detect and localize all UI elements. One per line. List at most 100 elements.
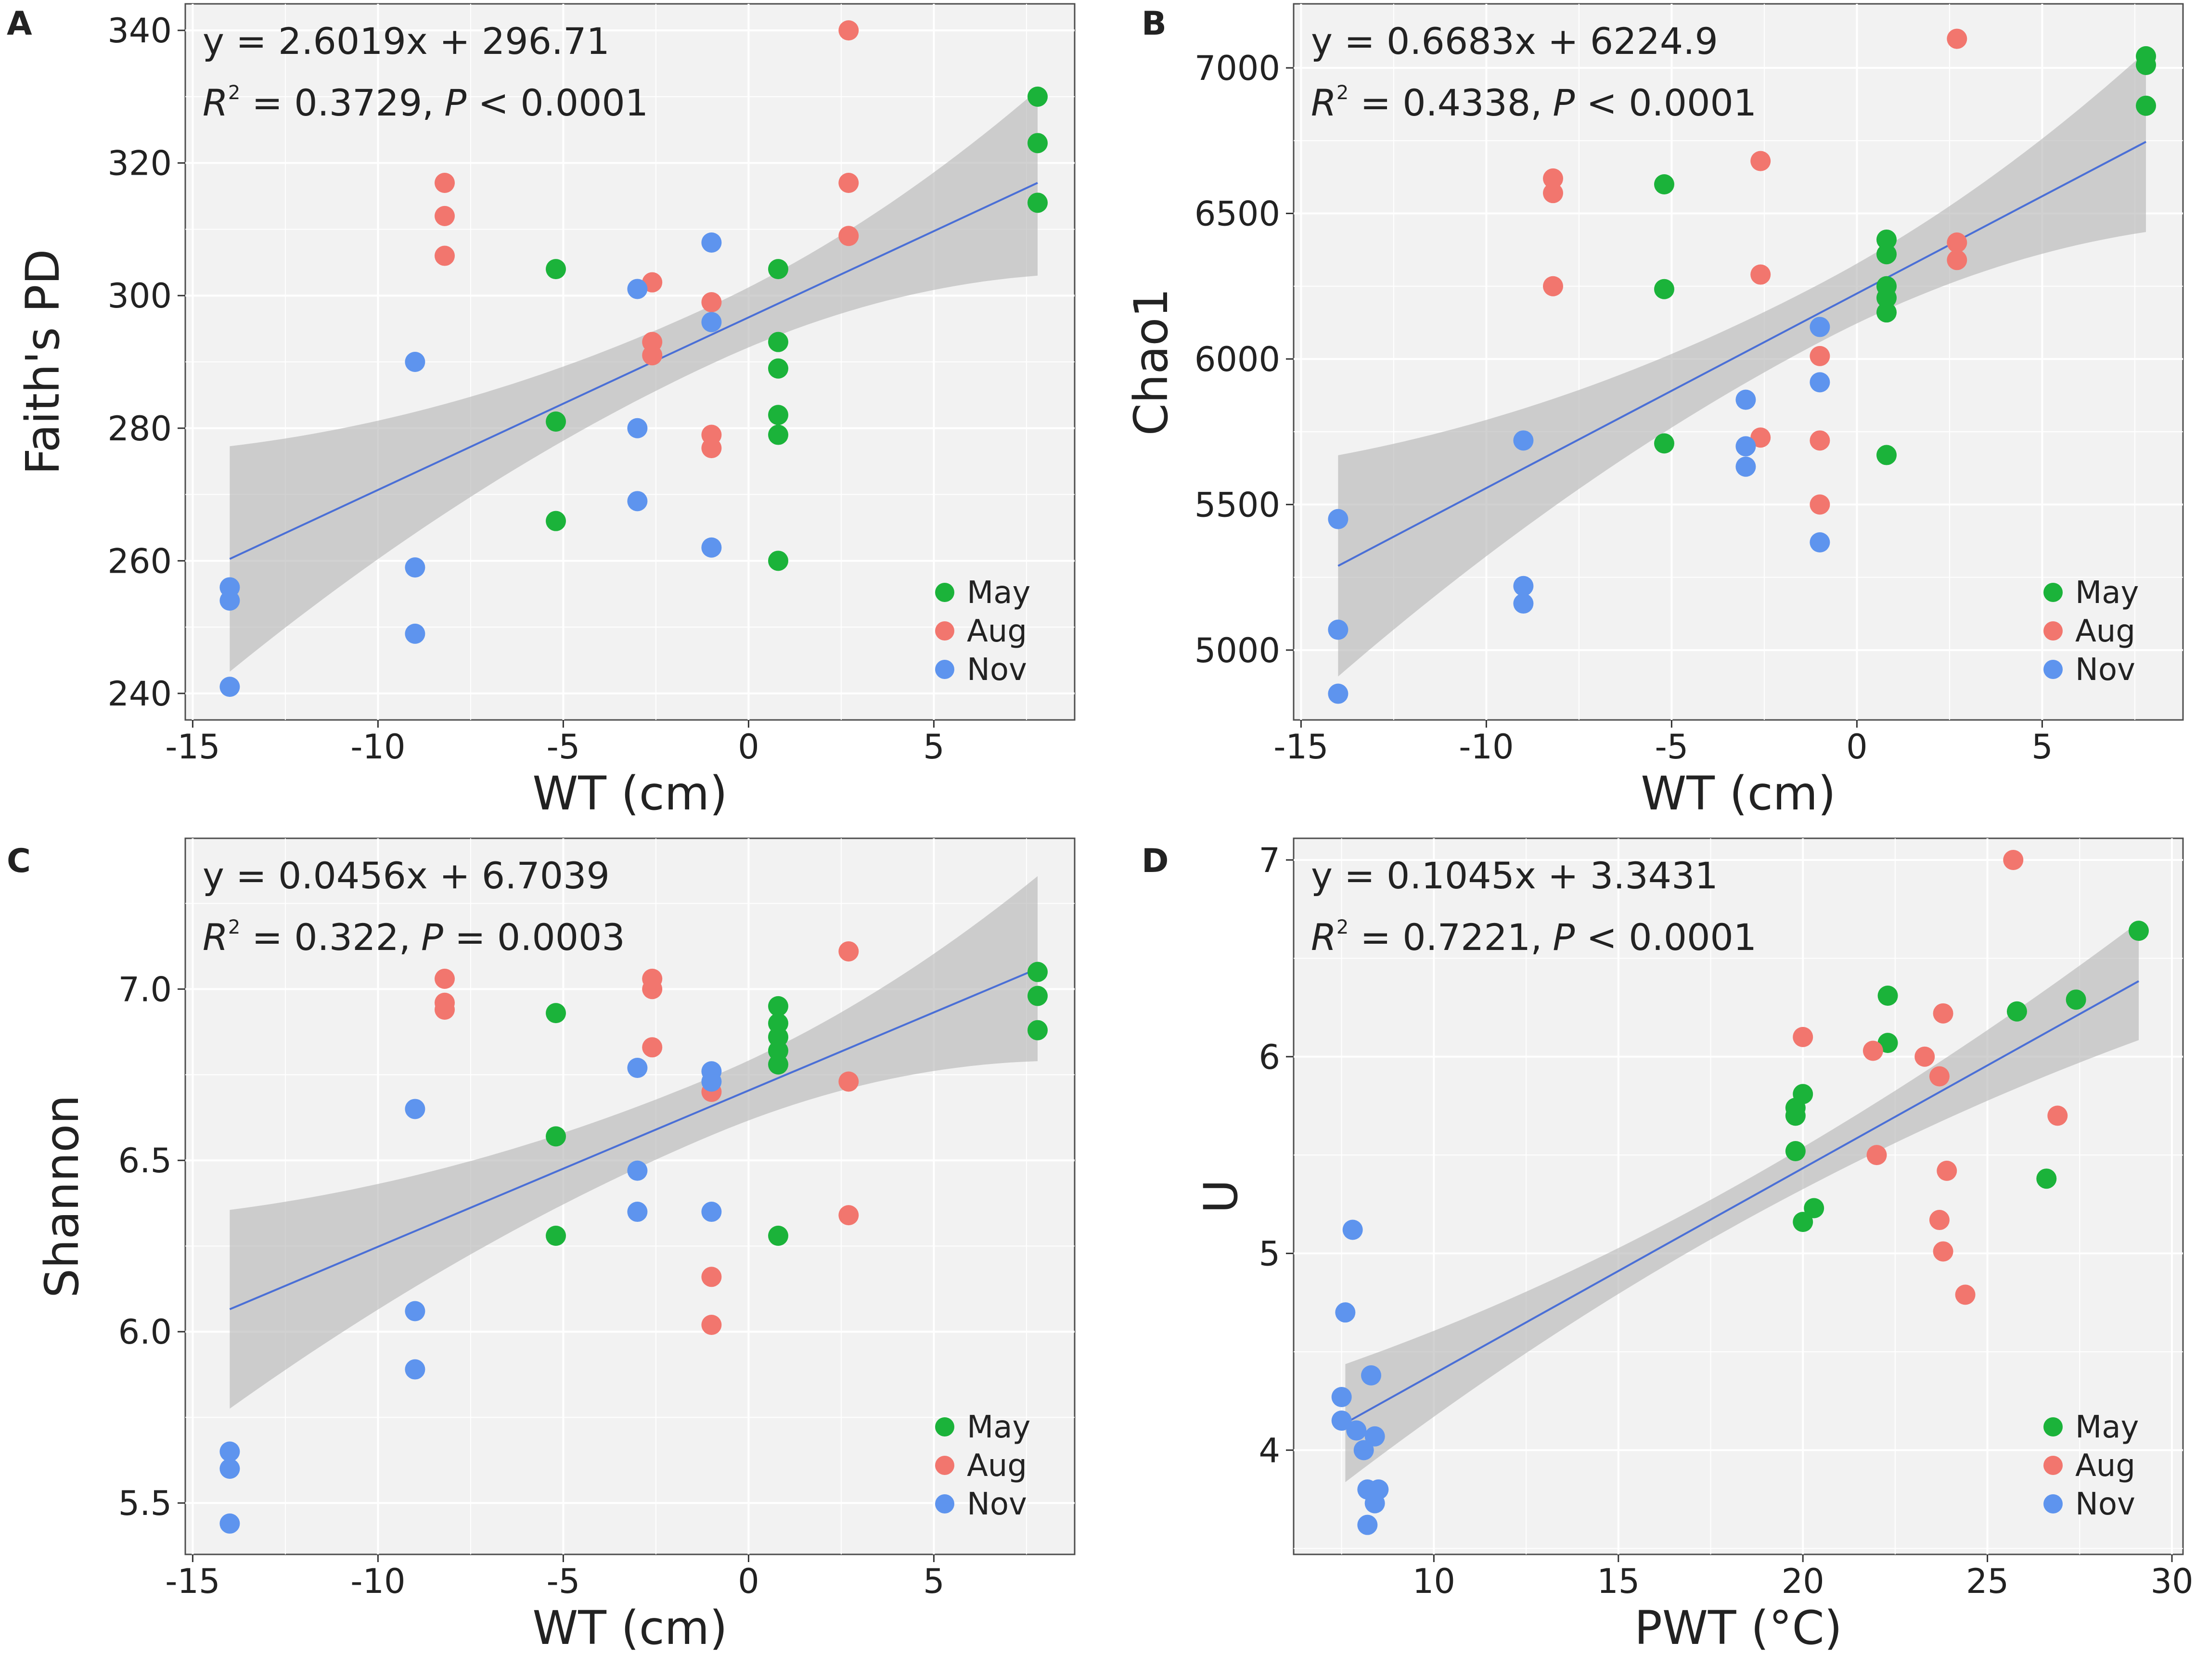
legend-swatch-may [2043, 583, 2063, 602]
y-tick-label: 5 [1259, 1234, 1280, 1274]
x-axis-title: WT (cm) [532, 767, 727, 821]
data-point [1810, 532, 1830, 553]
panel-letter: B [1142, 5, 1167, 43]
data-point [1876, 229, 1897, 250]
data-point [219, 590, 240, 611]
data-point [1877, 1033, 1898, 1053]
data-point [1654, 433, 1674, 454]
data-point [1357, 1514, 1378, 1535]
legend-label-aug: Aug [967, 1448, 1027, 1484]
data-point [435, 999, 455, 1020]
legend-swatch-may [935, 583, 954, 602]
data-point [1793, 1084, 1813, 1104]
data-point [1543, 168, 1563, 189]
data-point [627, 1058, 648, 1078]
series-may [546, 962, 1048, 1246]
legend-label-nov: Nov [2075, 1487, 2135, 1522]
x-tick-label: -15 [1273, 727, 1328, 767]
data-point [1513, 593, 1534, 614]
y-tick-label: 6.5 [118, 1141, 172, 1180]
data-point [219, 1441, 240, 1462]
x-axis-title: WT (cm) [1641, 767, 1836, 821]
data-point [1793, 1212, 1813, 1232]
regression-stats: R2 = 0.7221, P < 0.0001 [1311, 916, 1757, 959]
data-point [701, 1267, 722, 1287]
data-point [1933, 1003, 1953, 1024]
data-point [1810, 317, 1830, 337]
confidence-band [230, 876, 1038, 1409]
data-point [627, 279, 648, 299]
regression-stats: R2 = 0.322, P = 0.0003 [203, 916, 625, 959]
data-point [546, 511, 566, 531]
data-point [546, 1225, 566, 1246]
y-tick-label: 7000 [1194, 49, 1280, 88]
data-point [1027, 86, 1048, 107]
data-point [838, 20, 859, 41]
data-point [435, 245, 455, 266]
data-point [1328, 509, 1348, 529]
r-squared-superscript: 2 [228, 916, 240, 938]
r-squared-superscript: 2 [1336, 82, 1348, 104]
x-tick-label: 20 [1782, 1562, 1824, 1601]
x-tick-label: 0 [1846, 727, 1868, 767]
data-point [701, 537, 722, 558]
data-point [701, 232, 722, 253]
p-value: < 0.0001 [1575, 81, 1757, 124]
data-point [435, 968, 455, 989]
data-point [405, 1099, 425, 1119]
regression-line [1345, 980, 2139, 1424]
series-nov [1331, 1219, 1389, 1535]
data-point [768, 1054, 788, 1075]
data-point [1364, 1426, 1385, 1447]
legend-label-may: May [967, 1410, 1030, 1445]
data-point [1027, 986, 1048, 1006]
data-point [1364, 1493, 1385, 1513]
x-tick-label: 10 [1413, 1562, 1455, 1601]
data-point [1914, 1046, 1935, 1067]
legend-swatch-aug [935, 621, 954, 641]
series-nov [1328, 317, 1830, 704]
r-squared-superscript: 2 [228, 82, 240, 104]
panel-b: B -15 -10 -5 0 5 5000 5500 6000 6500 7000 WT (cm) Ch… [1124, 3, 2184, 821]
p-symbol: P [444, 81, 466, 124]
data-point [1810, 430, 1830, 451]
data-point [546, 1126, 566, 1147]
data-point [768, 259, 788, 280]
data-point [1027, 1020, 1048, 1040]
regression-stats: R2 = 0.3729, P < 0.0001 [203, 81, 648, 124]
data-point [546, 1003, 566, 1024]
legend-swatch-nov [935, 1494, 954, 1513]
regression-line [1337, 141, 2146, 567]
data-point [701, 1202, 722, 1222]
legend-label-nov: Nov [967, 1487, 1027, 1522]
data-point [1361, 1365, 1382, 1385]
legend-swatch-may [2043, 1417, 2063, 1436]
x-tick-label: 0 [738, 1562, 759, 1601]
r-squared-value: = 0.322, [240, 916, 411, 959]
legend-swatch-aug [2043, 621, 2063, 641]
legend-swatch-may [935, 1417, 954, 1436]
y-axis-title: Faith's PD [16, 249, 70, 475]
x-tick-label: -5 [547, 727, 580, 767]
r-squared-symbol: R [1311, 916, 1336, 959]
data-point [1543, 276, 1563, 296]
data-point [768, 551, 788, 571]
data-point [701, 292, 722, 312]
r-squared-superscript: 2 [1336, 916, 1348, 938]
series-may [1654, 46, 2156, 465]
data-point [768, 405, 788, 425]
legend-swatch-aug [935, 1456, 954, 1475]
data-point [1933, 1241, 1953, 1262]
x-tick-label: -10 [1459, 727, 1514, 767]
data-point [405, 1359, 425, 1380]
data-point [642, 1037, 663, 1058]
x-tick-label: 5 [2031, 727, 2053, 767]
data-point [1335, 1302, 1356, 1323]
data-point [1937, 1160, 1957, 1181]
x-tick-label: 5 [923, 727, 945, 767]
data-point [838, 226, 859, 246]
data-point [2128, 921, 2149, 941]
data-point [1877, 986, 1898, 1006]
data-point [627, 1160, 648, 1181]
